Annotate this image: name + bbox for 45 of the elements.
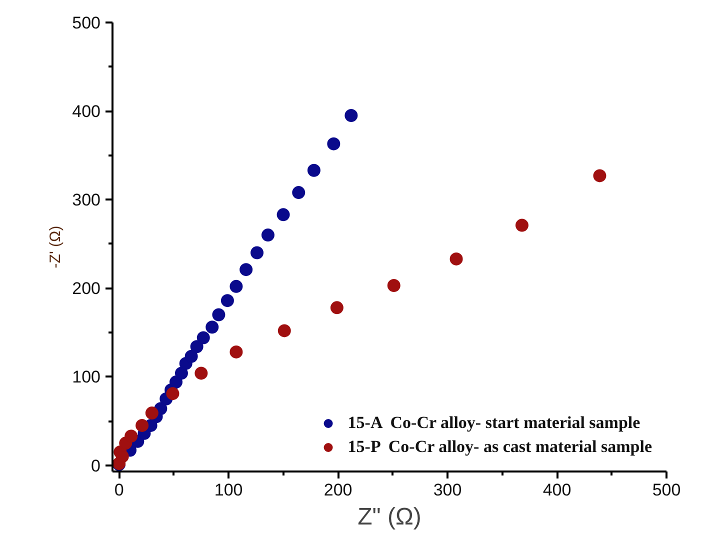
point — [174, 366, 188, 380]
point — [261, 228, 274, 242]
x-tick-label: 300 — [433, 480, 462, 500]
point — [136, 418, 149, 432]
x-tick-label: 500 — [652, 480, 681, 500]
point — [212, 308, 226, 322]
point — [292, 186, 306, 200]
y-axis-title: -Z' (Ω) — [47, 226, 64, 268]
point — [166, 387, 180, 400]
point — [190, 340, 204, 354]
y-tick-label: 400 — [72, 102, 101, 122]
point — [220, 294, 234, 308]
point — [206, 320, 219, 334]
legend-label: 15-P Co-Cr alloy- as cast material sample — [348, 437, 652, 457]
x-axis-title: Z" (Ω) — [358, 504, 422, 530]
x-tick-label: 200 — [324, 480, 352, 500]
y-tick-label: 100 — [72, 368, 101, 387]
x-tick-label: 0 — [114, 480, 124, 500]
y-tick-label: 200 — [72, 279, 101, 298]
point — [230, 345, 243, 358]
point — [276, 208, 290, 222]
y-tick-label: 500 — [72, 14, 101, 32]
point — [327, 137, 340, 150]
point — [278, 324, 291, 338]
point — [515, 218, 528, 232]
point — [145, 406, 158, 420]
point — [450, 252, 463, 266]
legend-label: 15-A Co-Cr alloy- start material sample — [348, 413, 640, 433]
point — [387, 279, 400, 292]
point — [330, 301, 344, 314]
point — [196, 331, 210, 344]
point — [194, 366, 208, 380]
point — [116, 450, 129, 463]
x-tick-label: 400 — [542, 480, 572, 500]
point — [184, 350, 198, 363]
y-tick-label: 0 — [91, 456, 101, 476]
point — [593, 169, 606, 182]
point — [230, 280, 243, 293]
point — [344, 109, 358, 122]
point — [124, 430, 138, 443]
y-tick-label: 300 — [72, 190, 101, 210]
point — [240, 263, 253, 276]
point — [250, 246, 264, 260]
point — [307, 164, 320, 177]
x-tick-label: 100 — [214, 480, 243, 500]
